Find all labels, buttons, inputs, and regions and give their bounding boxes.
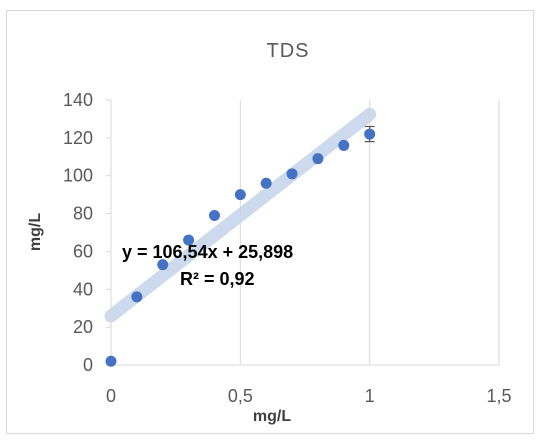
y-tick-label: 60 [73,241,93,261]
x-axis-title: mg/L [253,408,291,425]
x-tick-label: 1 [365,386,375,406]
x-tick-label: 0,5 [228,386,253,406]
y-axis-title: mg/L [27,213,44,251]
data-point [338,139,350,151]
trendline-equation: y = 106,54x + 25,898 [122,242,293,262]
y-tick-label: 20 [73,317,93,337]
x-tick-label: 1,5 [486,386,511,406]
chart-frame [6,10,534,434]
x-tick-label: 0 [106,386,116,406]
data-points [105,125,376,367]
y-tick-label: 140 [63,90,93,110]
data-point [364,128,376,140]
y-tick-label: 0 [83,355,93,375]
data-point [286,168,298,180]
axes: 0 0,5 1 1,5 0 20 40 60 80 100 120 140 [63,90,512,406]
data-point [234,189,246,201]
y-tick-label: 120 [63,128,93,148]
gridlines [239,100,500,365]
trendline [104,107,377,323]
chart-title: TDS [267,40,310,62]
data-point [105,355,117,367]
trendline-group [104,107,377,323]
data-point [312,153,324,165]
data-point [131,291,143,303]
y-tick-label: 40 [73,279,93,299]
r-squared-label: R² = 0,92 [180,269,255,289]
y-tick-label: 80 [73,204,93,224]
data-point [183,234,195,246]
data-point [208,209,220,221]
data-point [157,259,169,271]
y-tick-label: 100 [63,166,93,186]
data-point [260,177,272,189]
